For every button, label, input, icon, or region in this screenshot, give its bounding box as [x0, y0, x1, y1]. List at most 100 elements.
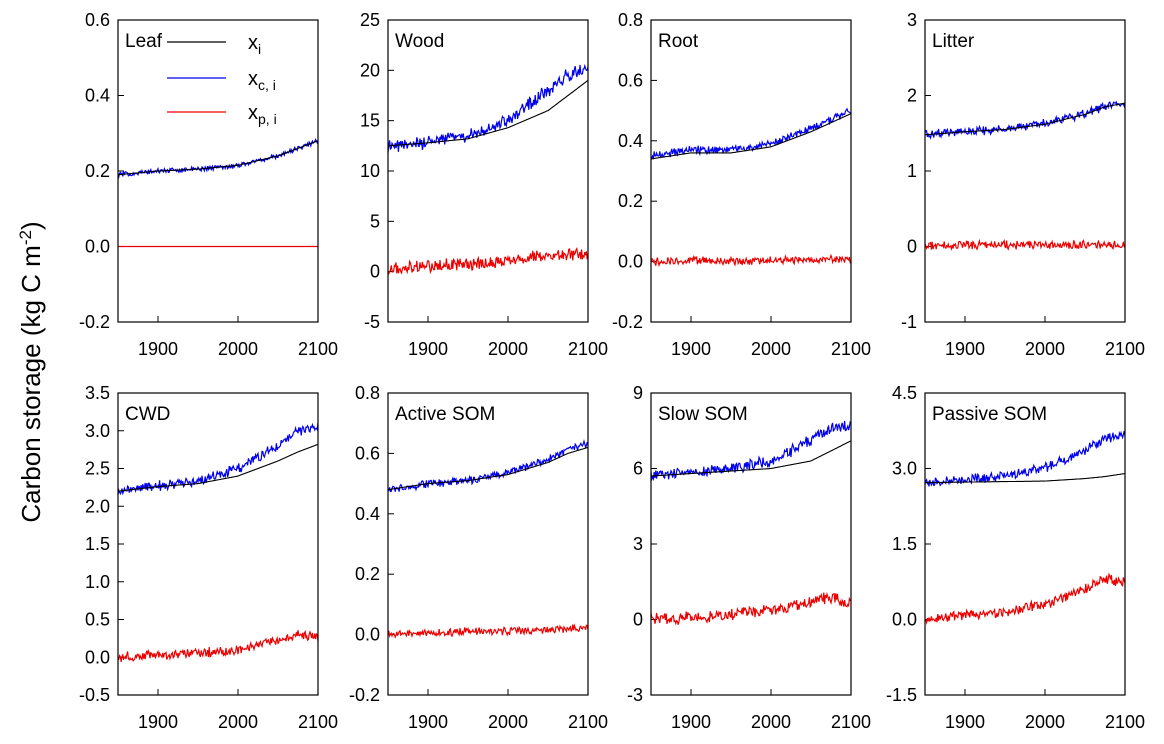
y-tick-label: 1.0 — [85, 572, 110, 592]
y-tick-label: 3 — [633, 534, 643, 554]
x-tick-label: 1900 — [408, 712, 448, 732]
series-line-xi — [924, 102, 1126, 136]
x-tick-label: 1900 — [671, 339, 711, 359]
y-tick-label: 1.5 — [85, 534, 110, 554]
x-tick-label: 2100 — [831, 712, 871, 732]
y-tick-label: 6 — [633, 459, 643, 479]
y-tick-label: -1.5 — [886, 685, 917, 705]
legend-entry: xi — [248, 32, 261, 57]
y-tick-label: 0.0 — [85, 237, 110, 257]
y-tick-label: 2.5 — [85, 459, 110, 479]
x-tick-label: 2100 — [831, 339, 871, 359]
y-tick-label: 15 — [360, 111, 380, 131]
y-axis-label-superscript: -2 — [16, 230, 35, 245]
y-tick-label: 0.2 — [85, 161, 110, 181]
y-tick-label: 10 — [360, 161, 380, 181]
series-line-xi — [650, 440, 852, 477]
panel-litter: -1 0 1 2 3 1900 2000 2100 Litter — [901, 10, 1145, 359]
x-tick-label: 1900 — [138, 712, 178, 732]
plot-frame — [387, 19, 589, 323]
x-tick-label: 2000 — [1025, 339, 1065, 359]
y-tick-label: 2.0 — [85, 496, 110, 516]
y-tick-label: 0.2 — [355, 564, 380, 584]
series-line-xci — [650, 107, 852, 160]
y-tick-label: 25 — [360, 10, 380, 30]
y-tick-label: 0.8 — [355, 383, 380, 403]
y-tick-label: 0 — [370, 262, 380, 282]
legend-label: x — [248, 32, 258, 54]
panel-cwd: -0.5 0.0 0.5 1.0 1.5 2.0 2.5 3.0 3.5 1900 2000 2100… — [79, 383, 338, 732]
plot-frame — [117, 392, 319, 696]
legend-subscript: c, i — [258, 77, 276, 93]
x-tick-label: 2000 — [751, 339, 791, 359]
x-tick-label: 2000 — [488, 712, 528, 732]
series-line-xpi — [650, 253, 851, 268]
panel-title: CWD — [125, 404, 170, 425]
x-tick-label: 1900 — [138, 339, 178, 359]
panel-active-som: -0.2 0.0 0.2 0.4 0.6 0.8 1900 2000 2100 Active SO… — [349, 383, 608, 732]
series-line-xpi — [924, 238, 1126, 252]
x-tick-label: 1900 — [945, 339, 985, 359]
series-line-xpi — [924, 572, 1126, 625]
y-tick-label: 0.2 — [618, 191, 643, 211]
y-tick-label: 0.5 — [85, 610, 110, 630]
series-line-xi — [117, 140, 319, 176]
series-line-xi — [650, 113, 852, 160]
panel-title: Leaf — [125, 31, 163, 52]
series-line-xci — [650, 420, 852, 482]
y-tick-label: 0.6 — [355, 443, 380, 463]
panel-title: Wood — [395, 31, 444, 52]
x-tick-label: 2100 — [298, 339, 338, 359]
y-tick-label: 0.0 — [85, 647, 110, 667]
legend-entry: xp, i — [248, 102, 277, 127]
y-tick-label: 2 — [907, 86, 917, 106]
panel-slow-som: -3 0 3 6 9 1900 2000 2100 Slow SOM — [627, 383, 871, 732]
panel-title: Root — [658, 31, 699, 52]
y-tick-label: 0.0 — [618, 252, 643, 272]
series-line-xci — [924, 430, 1126, 487]
y-tick-label: -0.2 — [349, 685, 380, 705]
series-line-xpi — [117, 629, 319, 662]
y-tick-label: 9 — [633, 383, 643, 403]
x-tick-label: 2000 — [218, 712, 258, 732]
y-tick-label: -5 — [364, 312, 380, 332]
series-line-xi — [387, 446, 589, 491]
y-tick-label: -0.5 — [79, 685, 110, 705]
y-tick-label: 3.5 — [85, 383, 110, 403]
plot-frame — [924, 392, 1126, 696]
plot-frame — [650, 19, 852, 323]
panel-title: Slow SOM — [658, 404, 748, 425]
legend-label: x — [248, 68, 258, 90]
y-tick-label: 0.4 — [85, 86, 110, 106]
panel-title: Passive SOM — [932, 404, 1047, 425]
plot-frame — [650, 392, 852, 696]
y-tick-label: 0.0 — [355, 625, 380, 645]
y-tick-label: 0.6 — [618, 70, 643, 90]
y-tick-label: -1 — [901, 312, 917, 332]
y-tick-label: 1 — [907, 161, 917, 181]
x-tick-label: 2000 — [751, 712, 791, 732]
x-tick-label: 2000 — [1025, 712, 1065, 732]
legend-subscript: p, i — [258, 111, 277, 127]
y-tick-label: 0.0 — [892, 610, 917, 630]
y-tick-label: 5 — [370, 211, 380, 231]
y-axis-label-text: Carbon storage (kg C m — [16, 245, 46, 522]
series-line-xi — [925, 472, 1126, 484]
series-line-xci — [117, 422, 319, 496]
x-tick-label: 2100 — [298, 712, 338, 732]
y-tick-label: 0.6 — [85, 10, 110, 30]
y-tick-label: 1.5 — [892, 534, 917, 554]
plot-frame — [387, 392, 589, 696]
plot-frame — [117, 19, 319, 323]
y-tick-label: 0.4 — [618, 131, 643, 151]
legend-entry: xc, i — [248, 68, 276, 93]
y-tick-label: 3.0 — [85, 421, 110, 441]
y-axis-label: Carbon storage (kg C m-2) — [16, 221, 46, 522]
y-tick-label: 20 — [360, 60, 380, 80]
y-tick-label: -0.2 — [79, 312, 110, 332]
y-tick-label: 3 — [907, 10, 917, 30]
